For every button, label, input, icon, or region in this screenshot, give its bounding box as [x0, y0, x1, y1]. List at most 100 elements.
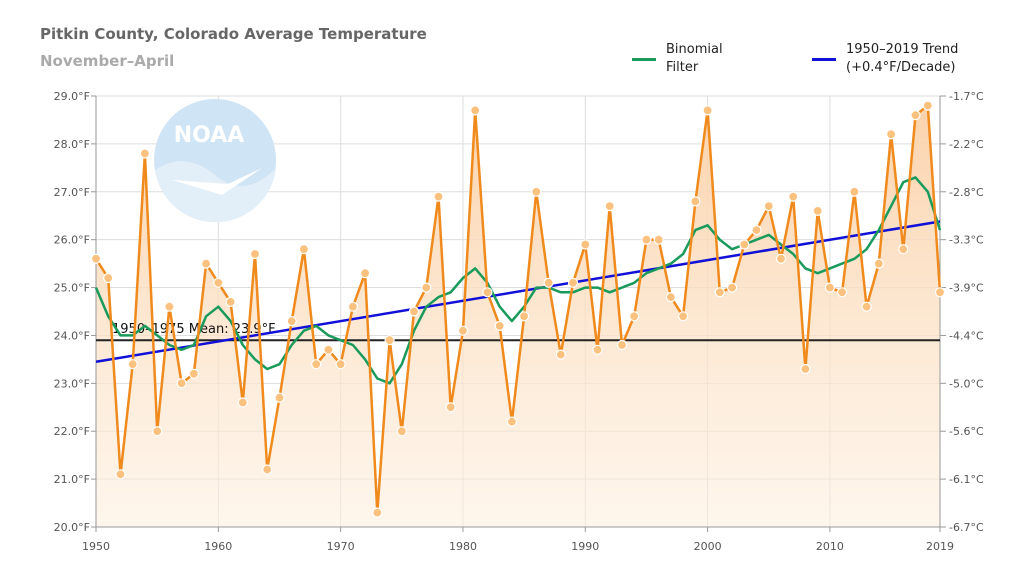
temperature-point[interactable] [861, 301, 872, 312]
x-tick-label: 1980 [449, 540, 477, 553]
y-tick-label-c: -4.4°C [949, 329, 984, 342]
y-tick-label-f: 22.0°F [54, 425, 90, 438]
temperature-point[interactable] [836, 287, 848, 298]
temperature-point[interactable] [262, 464, 273, 475]
temperature-point[interactable] [347, 301, 358, 312]
temperature-point[interactable] [152, 426, 163, 437]
temperature-point[interactable] [421, 282, 432, 293]
temperature-point[interactable] [225, 296, 236, 307]
temperature-point[interactable] [702, 105, 713, 116]
x-tick-label: 1960 [204, 540, 232, 553]
temperature-point[interactable] [580, 239, 591, 250]
legend-trend-swatch [812, 58, 836, 61]
y-tick-label-f: 20.0°F [54, 521, 90, 534]
temperature-point[interactable] [592, 344, 603, 355]
legend-trend[interactable]: 1950–2019 Trend (+0.4°F/Decade) [812, 41, 958, 77]
temperature-area [96, 105, 940, 527]
temperature-point[interactable] [922, 100, 933, 111]
y-tick-label-f: 29.0°F [54, 90, 90, 103]
temperature-point[interactable] [445, 402, 456, 413]
temperature-point[interactable] [567, 277, 579, 288]
temperature-point[interactable] [176, 378, 187, 389]
temperature-point[interactable] [555, 349, 566, 360]
temperature-point[interactable] [531, 186, 542, 197]
temperature-point[interactable] [763, 201, 774, 212]
temperature-point[interactable] [690, 196, 701, 207]
temperature-point[interactable] [127, 359, 138, 370]
y-tick-label-f: 27.0°F [54, 186, 90, 199]
temperature-point[interactable] [934, 287, 946, 298]
temperature-point[interactable] [213, 277, 224, 288]
temperature-point[interactable] [775, 253, 787, 264]
temperature-point[interactable] [103, 272, 114, 284]
y-tick-label-c: -1.7°C [949, 90, 984, 103]
y-tick-label-c: -2.2°C [949, 138, 984, 151]
temperature-point[interactable] [824, 282, 836, 293]
temperature-point[interactable] [812, 205, 823, 216]
temperature-point[interactable] [115, 469, 126, 480]
temperature-point[interactable] [849, 186, 860, 197]
temperature-point[interactable] [677, 311, 689, 322]
temperature-point[interactable] [616, 339, 628, 351]
tick-labels: 20.0°F -6.7°C 21.0°F -6.1°C 22.0°F -5.6°C 23.0… [54, 90, 984, 553]
temperature-point[interactable] [714, 287, 725, 298]
temperature-point[interactable] [641, 234, 652, 245]
temperature-point[interactable] [372, 507, 383, 518]
y-tick-label-c: -6.7°C [949, 521, 984, 534]
temperature-point[interactable] [237, 397, 248, 408]
temperature-point[interactable] [604, 201, 615, 212]
y-tick-label-f: 26.0°F [54, 234, 90, 247]
temperature-point[interactable] [274, 392, 285, 403]
temperature-point[interactable] [751, 225, 762, 236]
legend-binomial[interactable]: Binomial Filter [632, 41, 723, 77]
temperature-point[interactable] [543, 277, 554, 288]
x-tick-label: 2010 [816, 540, 844, 553]
temperature-line [94, 104, 942, 514]
temperature-point[interactable] [726, 282, 738, 293]
y-tick-label-f: 24.0°F [54, 329, 90, 342]
temperature-point[interactable] [885, 129, 897, 140]
temperature-point[interactable] [139, 148, 150, 159]
y-tick-label-c: -5.6°C [949, 425, 984, 438]
temperature-point[interactable] [910, 110, 921, 121]
temperature-point[interactable] [335, 359, 346, 370]
temperature-point[interactable] [323, 344, 334, 355]
temperature-point[interactable] [506, 416, 517, 427]
temperature-point[interactable] [457, 325, 469, 336]
temperature-point[interactable] [629, 311, 640, 322]
temperature-point[interactable] [249, 248, 261, 260]
temperature-point[interactable] [396, 426, 407, 437]
temperature-point[interactable] [408, 306, 420, 317]
temperature-point[interactable] [311, 359, 322, 370]
temperature-point[interactable] [482, 287, 493, 298]
temperature-point[interactable] [665, 292, 677, 303]
temperature-point[interactable] [188, 368, 199, 379]
x-tick-label: 2019 [926, 540, 954, 553]
temperature-point[interactable] [298, 244, 309, 255]
temperature-point[interactable] [873, 258, 884, 269]
chart-title: Pitkin County, Colorado Average Temperat… [40, 25, 427, 43]
temperature-point[interactable] [898, 244, 909, 255]
temperature-point[interactable] [494, 320, 505, 331]
temperature-point[interactable] [164, 301, 175, 312]
temperature-point[interactable] [800, 363, 811, 375]
temperature-point[interactable] [788, 191, 799, 202]
temperature-point[interactable] [384, 335, 395, 346]
temperature-point[interactable] [470, 105, 481, 116]
x-tick-label: 1970 [327, 540, 355, 553]
temperature-point[interactable] [286, 316, 297, 327]
temperature-point[interactable] [739, 239, 750, 250]
temperature-point[interactable] [201, 258, 212, 269]
x-tick-label: 1950 [82, 540, 110, 553]
axes [91, 95, 946, 532]
trend-line [95, 220, 941, 364]
y-tick-label-c: -3.3°C [949, 234, 984, 247]
temperature-point[interactable] [518, 311, 530, 322]
x-tick-label: 1990 [571, 540, 599, 553]
y-tick-label-c: -3.9°C [949, 282, 984, 295]
temperature-point[interactable] [653, 234, 664, 245]
temperature-point[interactable] [90, 253, 102, 264]
temperature-point[interactable] [433, 191, 444, 202]
temperature-point[interactable] [360, 268, 371, 279]
